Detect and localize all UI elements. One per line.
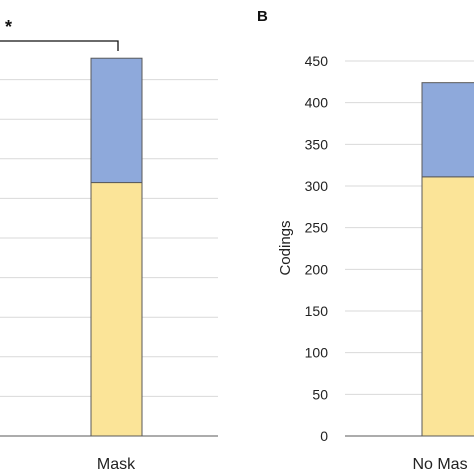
- panel-b-bar-segment-upper: [421, 82, 474, 178]
- panel-b-y-tick-label: 400: [305, 95, 329, 111]
- panel-b-chart: B Codings 0 50 100 150 200 250 300 350 400 450 No…: [257, 8, 474, 473]
- panel-b-y-tick-label: 50: [312, 386, 328, 402]
- significance-bracket-line: [0, 40, 119, 51]
- panel-b-y-tick-label: 250: [305, 220, 329, 236]
- panel-b-y-tick-label: 450: [305, 53, 329, 69]
- panel-a-chart: * Mask: [0, 17, 218, 473]
- panel-a-category-label: Mask: [97, 456, 136, 473]
- panel-b-letter: B: [257, 8, 268, 25]
- panel-a-bar-segment-upper: [90, 57, 143, 184]
- panel-a-bars: [90, 57, 143, 437]
- panel-b-y-tick-label: 300: [305, 178, 329, 194]
- panel-b-y-tick-label: 0: [320, 428, 328, 444]
- panel-b-y-tick-label: 200: [305, 261, 329, 277]
- panel-b-y-tick-label: 350: [305, 136, 329, 152]
- panel-a-significance-bracket: *: [0, 17, 119, 51]
- panel-a-bar-segment-lower: [90, 182, 143, 437]
- panel-b-bar-segment-lower: [421, 176, 474, 437]
- panel-b-y-tick-label: 150: [305, 303, 329, 319]
- panel-b-y-tick-labels: 0 50 100 150 200 250 300 350 400 450: [305, 53, 329, 444]
- panel-b-bars: [421, 82, 474, 437]
- significance-star: *: [5, 17, 12, 37]
- panel-b-category-label: No Mas: [412, 456, 467, 473]
- panel-b-y-tick-label: 100: [305, 345, 329, 361]
- panel-b-y-axis-label: Codings: [277, 220, 294, 275]
